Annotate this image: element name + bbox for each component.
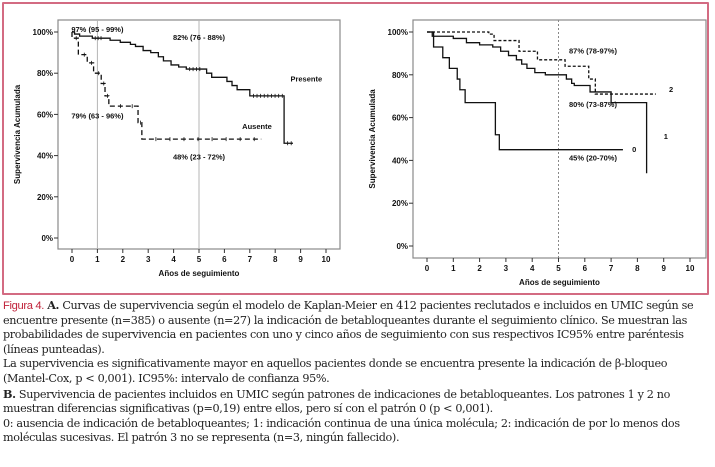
chart-annotation: 0 <box>632 145 636 154</box>
x-tick-label: 10 <box>686 264 695 273</box>
caption-part-b-2: 0: ausencia de indicación de betabloquea… <box>3 416 680 445</box>
x-tick-label: 8 <box>635 264 640 273</box>
caption-part-a-2: La supervivencia es significativamente m… <box>3 357 668 385</box>
x-tick-label: 9 <box>298 255 303 264</box>
series-line-2 <box>427 31 656 95</box>
x-tick-label: 6 <box>222 255 227 264</box>
chart-annotation: Ausente <box>242 122 272 131</box>
plot-area <box>412 19 707 259</box>
caption-part-a: Figura 4. A. Curvas de supervivencia seg… <box>3 298 713 357</box>
x-tick-label: 1 <box>95 255 100 264</box>
y-tick-label: 0% <box>396 242 408 251</box>
part-a-label: A. <box>47 298 60 312</box>
x-tick-label: 8 <box>273 255 278 264</box>
y-tick-label: 60% <box>37 110 53 119</box>
chart-annotation: 45% (20-70%) <box>569 153 617 162</box>
x-tick-label: 4 <box>171 255 176 264</box>
y-axis-title: Supervivencia Acumulada <box>368 89 377 189</box>
chart-annotation: 2 <box>669 85 673 94</box>
x-axis-title: Años de seguimiento <box>159 269 240 278</box>
x-tick-label: 2 <box>121 255 126 264</box>
x-tick-label: 10 <box>322 255 331 264</box>
chart-annotation: 79% (63 - 96%) <box>71 112 124 121</box>
y-tick-label: 100% <box>33 28 53 37</box>
chart-annotation: 82% (76 - 88%) <box>173 33 226 42</box>
x-tick-label: 4 <box>530 264 535 273</box>
x-tick-label: 3 <box>146 255 151 264</box>
caption-part-b: B. Supervivencia de pacientes incluidos … <box>3 387 713 417</box>
chart-annotation: 80% (73-87%) <box>569 100 617 109</box>
series-line-1 <box>427 31 648 174</box>
chart-annotation: 48% (23 - 72%) <box>173 153 226 162</box>
y-tick-label: 20% <box>37 193 53 202</box>
part-b-text: Supervivencia de pacientes incluidos en … <box>3 387 670 416</box>
chart-annotation: 87% (78-97%) <box>569 46 617 55</box>
series-line-0 <box>427 31 623 151</box>
figure-caption: Figura 4. A. Curvas de supervivencia seg… <box>3 298 713 446</box>
chart-annotation: 97% (95 - 99%) <box>71 25 124 34</box>
y-tick-label: 80% <box>392 71 408 80</box>
chart-annotation: 1 <box>664 132 668 141</box>
figure-label: Figura 4. <box>3 300 44 312</box>
y-tick-label: 40% <box>392 156 408 165</box>
x-tick-label: 7 <box>609 264 614 273</box>
chart-panel-a: 0% 20% 40% 60% 80% 100% 0 1 2 3 4 5 6 7 8 9 10 Años de se… <box>13 19 341 278</box>
x-tick-label: 7 <box>248 255 253 264</box>
y-tick-label: 20% <box>392 199 408 208</box>
x-tick-label: 0 <box>425 264 430 273</box>
x-tick-label: 1 <box>451 264 456 273</box>
part-b-label: B. <box>3 386 16 401</box>
x-tick-label: 0 <box>70 255 75 264</box>
x-tick-label: 9 <box>661 264 666 273</box>
x-tick-label: 3 <box>504 264 509 273</box>
y-tick-label: 40% <box>37 152 53 161</box>
y-tick-label: 100% <box>388 28 408 37</box>
x-tick-label: 2 <box>477 264 482 273</box>
series-line-presente <box>72 31 293 144</box>
x-tick-label: 5 <box>556 264 561 273</box>
y-axis-title: Supervivencia Acumulada <box>13 84 22 184</box>
y-tick-label: 80% <box>37 69 53 78</box>
part-a-text: Curvas de supervivencia según el modelo … <box>3 299 694 356</box>
y-tick-label: 0% <box>41 234 53 243</box>
series-line-ausente <box>71 32 262 140</box>
x-tick-label: 5 <box>197 255 202 264</box>
x-axis-title: Años de seguimiento <box>519 278 600 287</box>
x-tick-label: 6 <box>583 264 588 273</box>
y-tick-label: 60% <box>392 114 408 123</box>
chart-annotation: Presente <box>290 74 322 83</box>
